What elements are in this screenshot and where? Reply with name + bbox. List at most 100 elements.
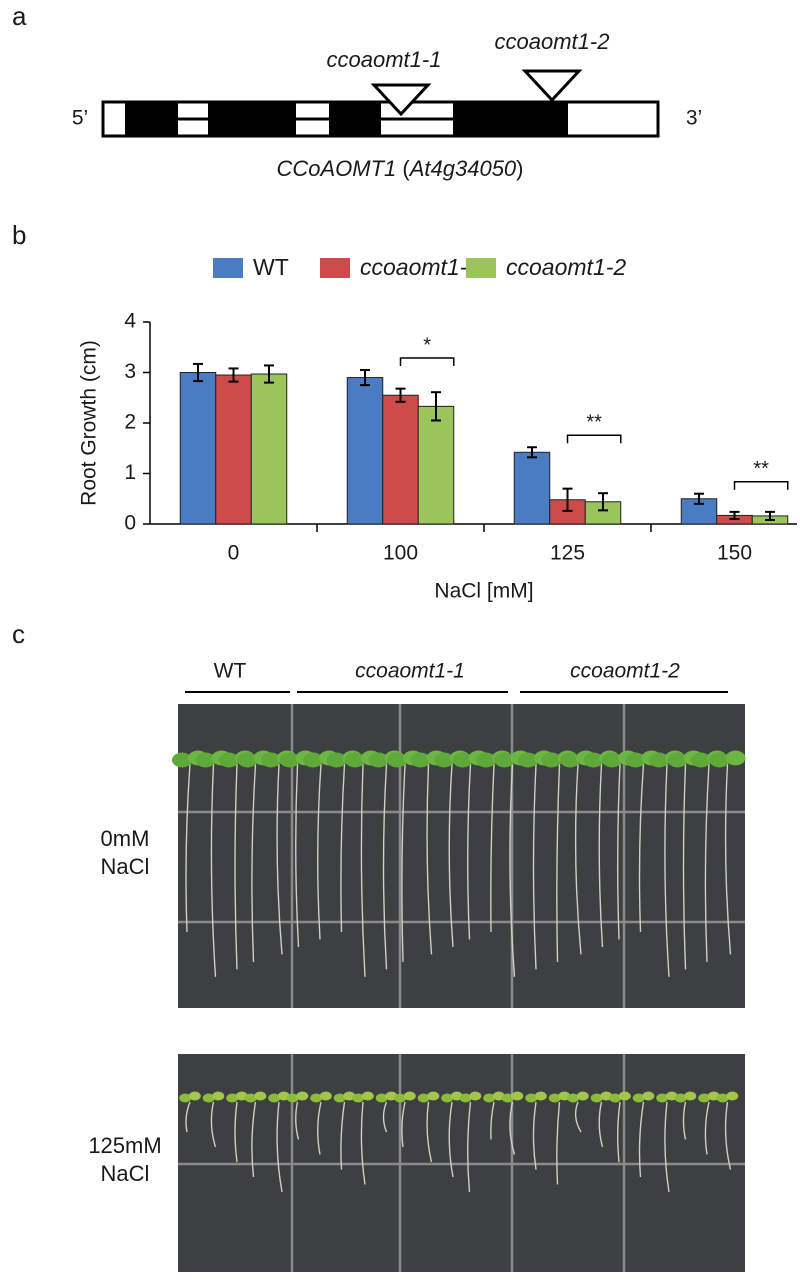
error-bar <box>264 364 274 384</box>
leaf <box>649 752 669 768</box>
root <box>704 763 710 962</box>
bar <box>417 405 455 525</box>
leaf <box>541 752 562 768</box>
leaf <box>590 1093 603 1103</box>
root <box>638 1101 645 1178</box>
insertion-label: ccoaomt1-1 <box>327 47 442 72</box>
root <box>598 1101 604 1148</box>
leaf <box>698 1093 711 1103</box>
root <box>210 1101 217 1148</box>
root <box>448 1101 454 1178</box>
root <box>401 1101 406 1148</box>
root <box>340 1101 346 1170</box>
root <box>724 763 732 955</box>
leaf <box>609 1093 622 1103</box>
leaf <box>625 752 646 768</box>
leaf <box>583 752 604 768</box>
leaf <box>352 1093 365 1103</box>
insertion-label: ccoaomt1-2 <box>495 29 610 54</box>
leaf <box>452 752 473 768</box>
chart: 0 1 2 3 4 WT ccoaomt1-1 ccoaomt1-2 0 100 * 125 ** 150… <box>124 254 797 565</box>
legend-swatch <box>466 258 496 278</box>
photos: WT ccoaomt1-1 ccoaomt1-2 0mM NaCl 125mM NaCl <box>88 660 746 1272</box>
y-tick-label: 0 <box>124 512 136 535</box>
leaf <box>319 1091 332 1101</box>
leaf <box>261 752 281 768</box>
error-bar <box>765 510 775 521</box>
root <box>317 763 322 940</box>
three-prime: 3’ <box>686 107 702 130</box>
root <box>682 763 687 970</box>
leaf <box>333 1093 346 1103</box>
root <box>295 763 300 947</box>
leaf <box>691 752 711 768</box>
leaf <box>469 1091 482 1101</box>
bar <box>346 377 384 525</box>
error-bar <box>729 510 740 520</box>
leaf <box>296 1091 309 1101</box>
five-prime: 5’ <box>72 107 88 130</box>
bar <box>250 373 288 525</box>
root <box>509 763 516 977</box>
root <box>574 1101 582 1133</box>
root <box>382 1101 388 1133</box>
x-tick-label: 100 <box>383 542 418 565</box>
root <box>426 763 433 955</box>
leaf <box>387 752 407 768</box>
root <box>234 763 238 970</box>
root <box>360 1101 366 1185</box>
leaf <box>427 1091 440 1101</box>
bar <box>513 451 551 525</box>
leaf <box>417 1093 430 1103</box>
leaf <box>560 752 580 768</box>
legend-swatch <box>320 258 350 278</box>
gene-label-part: ) <box>516 156 523 181</box>
significance-bracket <box>399 357 455 366</box>
root <box>251 763 257 962</box>
bar <box>179 372 217 525</box>
root <box>340 763 346 933</box>
root <box>467 1101 472 1193</box>
legend-swatch <box>213 258 243 278</box>
leaf <box>494 752 515 768</box>
leaf <box>202 1093 215 1103</box>
condition-label: 125mM <box>88 1133 161 1158</box>
root <box>617 763 621 940</box>
root <box>574 763 582 955</box>
error-bar <box>527 446 537 459</box>
leaf <box>179 1093 192 1103</box>
error-bar <box>228 367 239 383</box>
leaf <box>656 1093 669 1103</box>
leaf <box>237 752 258 768</box>
leaf <box>726 1091 739 1101</box>
exon <box>125 102 178 136</box>
leaf <box>361 1091 374 1101</box>
leaf <box>441 1093 454 1103</box>
root <box>532 763 537 970</box>
root <box>704 1101 710 1155</box>
root <box>724 1101 732 1170</box>
leaf <box>303 752 323 768</box>
condition-label: NaCl <box>101 1161 150 1186</box>
root <box>426 1101 433 1163</box>
root <box>210 763 217 977</box>
root <box>682 1101 687 1140</box>
leaf <box>345 752 365 768</box>
genotype-label: ccoaomt1-1 <box>355 660 465 683</box>
leaf <box>548 1093 561 1103</box>
leaf <box>434 752 454 768</box>
error-bar <box>395 387 406 403</box>
x-axis-title: NaCl [mM] <box>434 580 533 603</box>
root <box>490 1101 495 1140</box>
leaf <box>725 750 746 766</box>
x-tick-label: 150 <box>717 542 752 565</box>
y-tick-label: 3 <box>124 360 136 383</box>
root <box>185 763 191 933</box>
root <box>532 1101 537 1170</box>
leaf <box>368 752 389 768</box>
root <box>556 1101 561 1185</box>
root <box>638 763 645 933</box>
panel-label: c <box>12 619 25 649</box>
leaf <box>268 1093 281 1103</box>
